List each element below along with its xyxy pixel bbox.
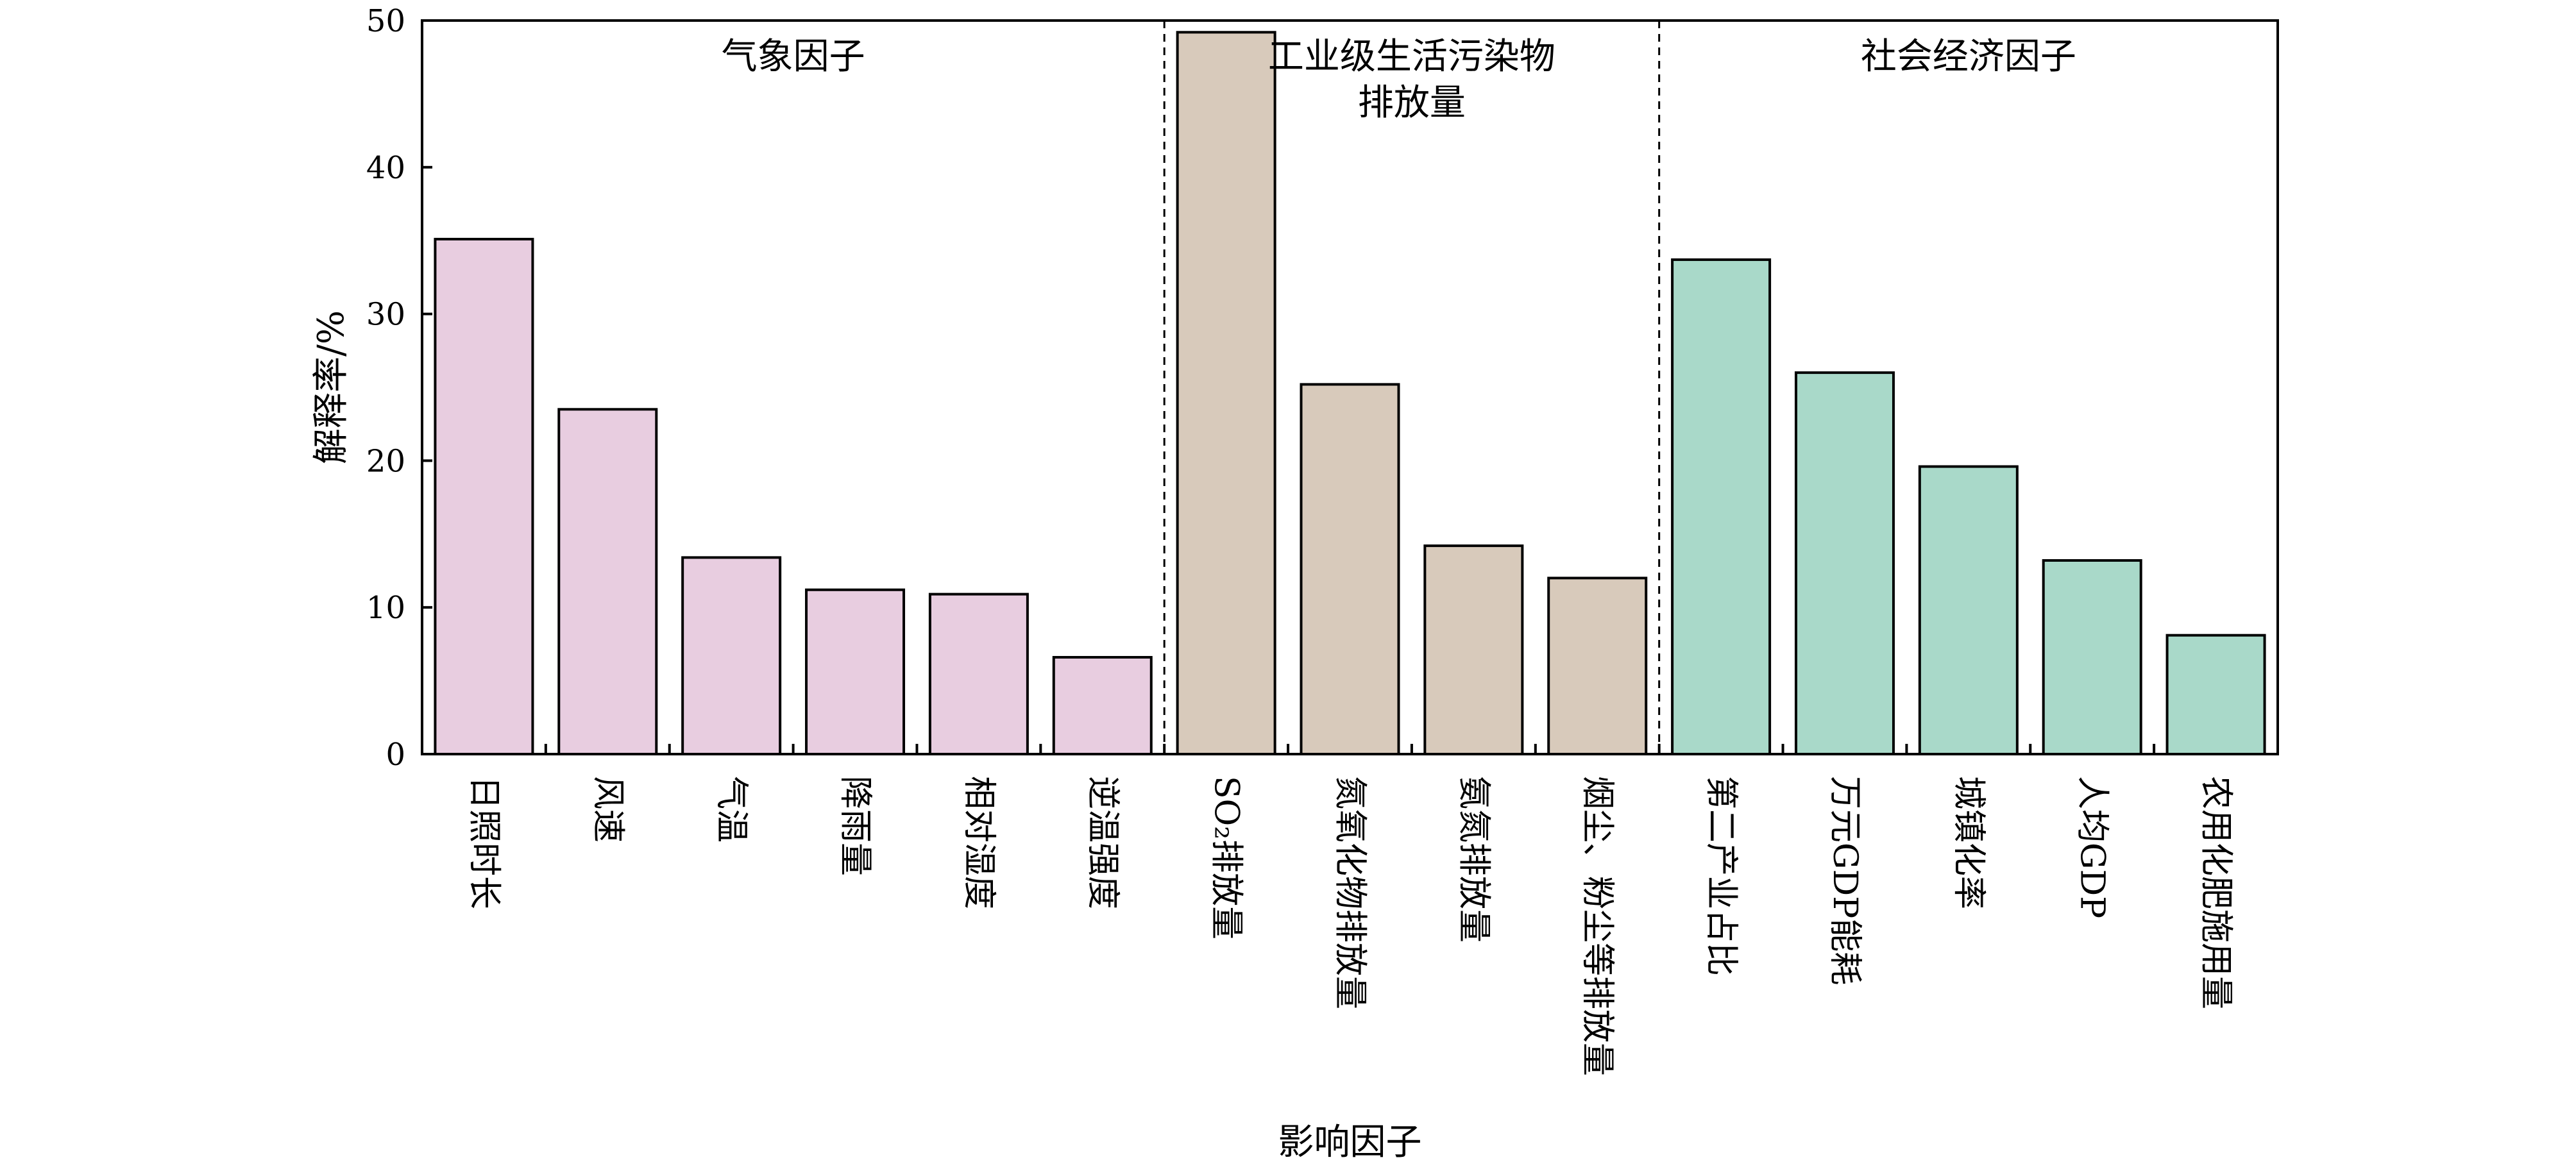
group-dividers <box>1163 21 1661 754</box>
group-label-2: 工业级生活污染物排放量 <box>1268 36 1555 124</box>
y-axis: 0 10 20 30 40 50 <box>366 3 432 773</box>
group-label-3: 社会经济因子 <box>1861 36 2076 78</box>
y-tick-label: 0 <box>386 737 405 773</box>
bar-15 <box>2165 634 2266 755</box>
x-tick-label-8: 氮氧化物排放量 <box>1331 776 1369 1009</box>
x-tick-label-15: 农用化肥施用量 <box>2197 776 2235 1009</box>
x-tick-label-12: 万元GDP能耗 <box>1826 776 1864 985</box>
bar-6 <box>1052 655 1153 755</box>
x-tick-label-1: 日照时长 <box>464 776 503 909</box>
y-tick-label: 20 <box>366 443 405 479</box>
x-tick-label-11: 第二产业占比 <box>1702 776 1740 976</box>
bar-3 <box>681 556 782 756</box>
x-tick-label-4: 降雨量 <box>836 776 874 876</box>
x-axis-title: 影响因子 <box>1278 1122 1422 1163</box>
bars-layer <box>434 31 2266 756</box>
group-labels: 气象因子 工业级生活污染物排放量 社会经济因子 <box>722 36 2076 124</box>
bar-1 <box>434 237 534 755</box>
bar-4 <box>805 588 906 756</box>
bar-12 <box>1794 371 1895 755</box>
bar-9 <box>1423 544 1524 755</box>
group-label-1: 气象因子 <box>722 36 865 78</box>
bar-5 <box>928 593 1029 755</box>
bar-7 <box>1176 31 1276 756</box>
x-tick-label-5: 相对湿度 <box>960 776 998 909</box>
x-tick-label-9: 氨氮排放量 <box>1454 776 1493 943</box>
x-tick-label-3: 气温 <box>712 776 750 843</box>
bar-2 <box>557 408 658 755</box>
bar-8 <box>1300 383 1400 755</box>
x-tick-label-2: 风速 <box>588 776 627 843</box>
x-tick-label-13: 城镇化率 <box>1949 776 1988 909</box>
plot-frame <box>421 19 2279 755</box>
y-tick-label: 10 <box>366 590 405 626</box>
x-tick-label-10: 烟尘、粉尘等排放量 <box>1578 776 1616 1076</box>
bar-10 <box>1547 576 1648 755</box>
bar-13 <box>1918 465 2019 755</box>
y-tick-label: 50 <box>366 3 405 39</box>
y-tick-label: 30 <box>366 297 405 333</box>
x-tick-label-14: 人均GDP <box>2073 776 2112 918</box>
bar-11 <box>1671 258 1772 756</box>
bar-14 <box>2042 559 2142 755</box>
x-axis: 日照时长 风速 气温 降雨量 相对湿度 逆温强度 SO₂排放量 氮氧化物排放量 氨氮排放量 烟尘、… <box>421 744 2279 1076</box>
y-axis-title: 解释率/% <box>310 310 352 464</box>
x-tick-label-6: 逆温强度 <box>1083 776 1122 909</box>
y-tick-label: 40 <box>366 150 405 186</box>
x-tick-label-7: SO₂排放量 <box>1207 776 1246 939</box>
